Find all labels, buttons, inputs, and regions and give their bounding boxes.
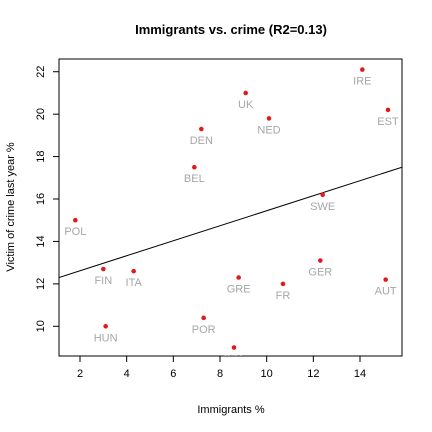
data-point-ger — [318, 258, 323, 263]
point-label-uk: UK — [238, 99, 254, 111]
point-label-por: POR — [192, 324, 216, 336]
point-label-fr: FR — [276, 290, 291, 302]
point-label-spa: SPA — [223, 354, 245, 366]
point-label-gre: GRE — [227, 284, 251, 296]
y-tick-label: 18 — [35, 150, 47, 162]
point-label-ger: GER — [308, 267, 332, 279]
point-label-den: DEN — [190, 135, 213, 147]
data-point-ire — [360, 67, 365, 72]
x-tick-label: 10 — [261, 368, 273, 380]
y-axis-label: Victim of crime last year % — [5, 142, 17, 272]
x-axis: 2 4 6 8 10 12 14 — [77, 356, 366, 380]
data-point-aut — [383, 277, 388, 282]
plot-frame — [58, 58, 403, 357]
point-label-aut: AUT — [375, 286, 397, 298]
y-tick-label: 14 — [35, 235, 47, 247]
x-tick-label: 4 — [124, 368, 130, 380]
y-tick-label: 12 — [35, 278, 47, 290]
data-point-ita — [131, 268, 136, 274]
data-point-spa — [231, 345, 237, 350]
y-tick-label: 10 — [35, 320, 47, 332]
data-point-swe — [320, 192, 325, 198]
point-label-est: EST — [377, 116, 399, 128]
point-label-pol: POL — [64, 226, 86, 238]
plot-area: POL FIN ITA HUN DEN BEL UK NED IRE EST SWE GER GRE FR… — [59, 67, 402, 366]
data-point-uk — [243, 90, 248, 96]
data-point-est — [385, 107, 391, 113]
x-axis-label: Immigrants % — [197, 404, 264, 416]
data-point-pol — [73, 217, 78, 223]
point-label-swe: SWE — [310, 201, 335, 213]
point-label-ire: IRE — [353, 76, 371, 88]
data-point-ned — [266, 116, 272, 121]
data-point-fr — [280, 281, 286, 287]
y-tick-label: 20 — [35, 108, 47, 120]
point-label-bel: BEL — [184, 173, 205, 185]
data-point-den — [199, 126, 204, 132]
data-point-hun — [103, 324, 108, 329]
data-point-bel — [192, 164, 197, 170]
chart-title: Immigrants vs. crime (R2=0.13) — [135, 22, 327, 37]
point-label-ita: ITA — [126, 277, 143, 289]
x-tick-label: 6 — [170, 368, 176, 380]
x-tick-label: 2 — [77, 368, 83, 380]
data-point-fin — [101, 266, 106, 272]
x-tick-label: 8 — [217, 368, 223, 380]
y-tick-label: 16 — [35, 193, 47, 205]
y-axis: 10 12 14 16 18 20 22 — [35, 66, 59, 332]
x-tick-label: 12 — [307, 368, 319, 380]
regression-line — [59, 166, 402, 278]
point-label-ned: NED — [257, 124, 280, 136]
data-point-gre — [236, 275, 241, 280]
y-tick-label: 22 — [35, 66, 47, 78]
data-point-por — [201, 315, 206, 321]
point-label-fin: FIN — [94, 275, 112, 287]
x-tick-label: 14 — [354, 368, 366, 380]
point-label-hun: HUN — [94, 332, 118, 344]
